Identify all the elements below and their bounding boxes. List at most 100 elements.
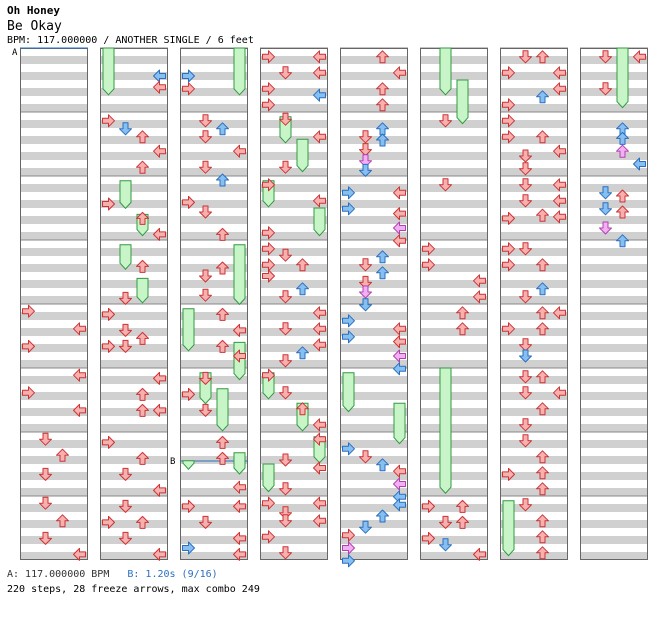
step-arrow bbox=[439, 178, 452, 192]
step-arrow bbox=[296, 258, 309, 272]
freeze-arrow bbox=[439, 47, 452, 96]
step-arrow bbox=[279, 248, 292, 262]
beat-stripe bbox=[20, 504, 88, 512]
step-arrow bbox=[313, 514, 326, 528]
step-arrow bbox=[279, 453, 292, 467]
beat-stripe bbox=[20, 232, 88, 240]
beat-stripe bbox=[260, 72, 328, 80]
step-arrow bbox=[313, 50, 326, 64]
step-arrow bbox=[102, 307, 115, 321]
beat-stripe bbox=[420, 152, 488, 160]
freeze-arrow bbox=[233, 452, 246, 475]
step-arrow bbox=[39, 432, 52, 446]
beat-stripe bbox=[500, 488, 568, 496]
beat-stripe bbox=[500, 72, 568, 80]
step-arrow bbox=[536, 514, 549, 528]
step-arrow bbox=[342, 528, 355, 542]
freeze-arrow bbox=[296, 138, 309, 173]
beat-stripe bbox=[100, 424, 168, 432]
beat-stripe bbox=[100, 328, 168, 336]
step-arrow bbox=[616, 189, 629, 203]
beat-stripe bbox=[340, 120, 408, 128]
step-arrow bbox=[536, 50, 549, 64]
bpm-legend: A: 117.000000 BPM bbox=[7, 569, 110, 580]
step-arrow bbox=[359, 298, 372, 312]
beat-stripe bbox=[20, 136, 88, 144]
beat-stripe bbox=[500, 552, 568, 560]
step-arrow bbox=[262, 530, 275, 544]
beat-stripe bbox=[340, 248, 408, 256]
step-arrow bbox=[136, 387, 149, 401]
beat-stripe bbox=[340, 424, 408, 432]
step-arrow bbox=[233, 349, 246, 363]
beat-stripe bbox=[260, 200, 328, 208]
beat-stripe bbox=[340, 184, 408, 192]
beat-stripe bbox=[580, 248, 648, 256]
beat-stripe bbox=[340, 552, 408, 560]
beat-stripe bbox=[260, 504, 328, 512]
beat-stripe bbox=[420, 328, 488, 336]
step-arrow bbox=[136, 331, 149, 345]
step-arrow bbox=[102, 114, 115, 128]
beat-stripe bbox=[420, 376, 488, 384]
step-arrow bbox=[153, 80, 166, 94]
beat-stripe bbox=[580, 424, 648, 432]
beat-stripe bbox=[100, 440, 168, 448]
freeze-arrow bbox=[233, 244, 246, 306]
step-arrow bbox=[22, 304, 35, 318]
beat-stripe bbox=[100, 152, 168, 160]
beat-stripe bbox=[100, 296, 168, 304]
step-arrow bbox=[376, 50, 389, 64]
step-arrow bbox=[599, 202, 612, 216]
beat-stripe bbox=[20, 456, 88, 464]
step-arrow bbox=[182, 69, 195, 83]
step-arrow bbox=[119, 291, 132, 305]
beat-stripe bbox=[500, 104, 568, 112]
beat-stripe bbox=[340, 408, 408, 416]
beat-stripe bbox=[420, 136, 488, 144]
step-arrow bbox=[102, 339, 115, 353]
beat-stripe bbox=[420, 296, 488, 304]
step-arrow bbox=[393, 464, 406, 478]
beat-stripe bbox=[180, 264, 248, 272]
beat-stripe bbox=[580, 280, 648, 288]
beat-stripe bbox=[180, 72, 248, 80]
step-arrow bbox=[199, 403, 212, 417]
song-title: Oh Honey bbox=[7, 4, 60, 17]
beat-stripe bbox=[180, 280, 248, 288]
beat-stripe bbox=[20, 408, 88, 416]
step-arrow bbox=[473, 547, 486, 561]
step-arrow bbox=[102, 435, 115, 449]
beat-stripe bbox=[500, 328, 568, 336]
step-arrow bbox=[519, 242, 532, 256]
beat-stripe bbox=[420, 168, 488, 176]
beat-stripe bbox=[580, 216, 648, 224]
beat-stripe bbox=[100, 360, 168, 368]
beat-stripe bbox=[580, 200, 648, 208]
step-arrow bbox=[519, 149, 532, 163]
step-arrow bbox=[536, 370, 549, 384]
beat-stripe bbox=[20, 392, 88, 400]
step-arrow bbox=[153, 483, 166, 497]
step-arrow bbox=[296, 402, 309, 416]
beat-stripe bbox=[100, 552, 168, 560]
beat-stripe bbox=[180, 88, 248, 96]
step-arrow bbox=[199, 371, 212, 385]
beat-stripe bbox=[100, 520, 168, 528]
beat-stripe bbox=[100, 120, 168, 128]
beat-stripe bbox=[260, 328, 328, 336]
step-arrow bbox=[473, 290, 486, 304]
step-arrow bbox=[393, 186, 406, 200]
freeze-arrow bbox=[182, 308, 195, 352]
step-arrow bbox=[216, 122, 229, 136]
step-arrow bbox=[519, 386, 532, 400]
beat-stripe bbox=[580, 328, 648, 336]
beat-stripe bbox=[340, 280, 408, 288]
freeze-arrow bbox=[216, 388, 229, 432]
beat-stripe bbox=[260, 456, 328, 464]
freeze-arrow bbox=[456, 79, 469, 125]
beat-stripe bbox=[580, 232, 648, 240]
step-arrow bbox=[279, 482, 292, 496]
step-arrow bbox=[39, 531, 52, 545]
step-arrow bbox=[502, 211, 515, 225]
